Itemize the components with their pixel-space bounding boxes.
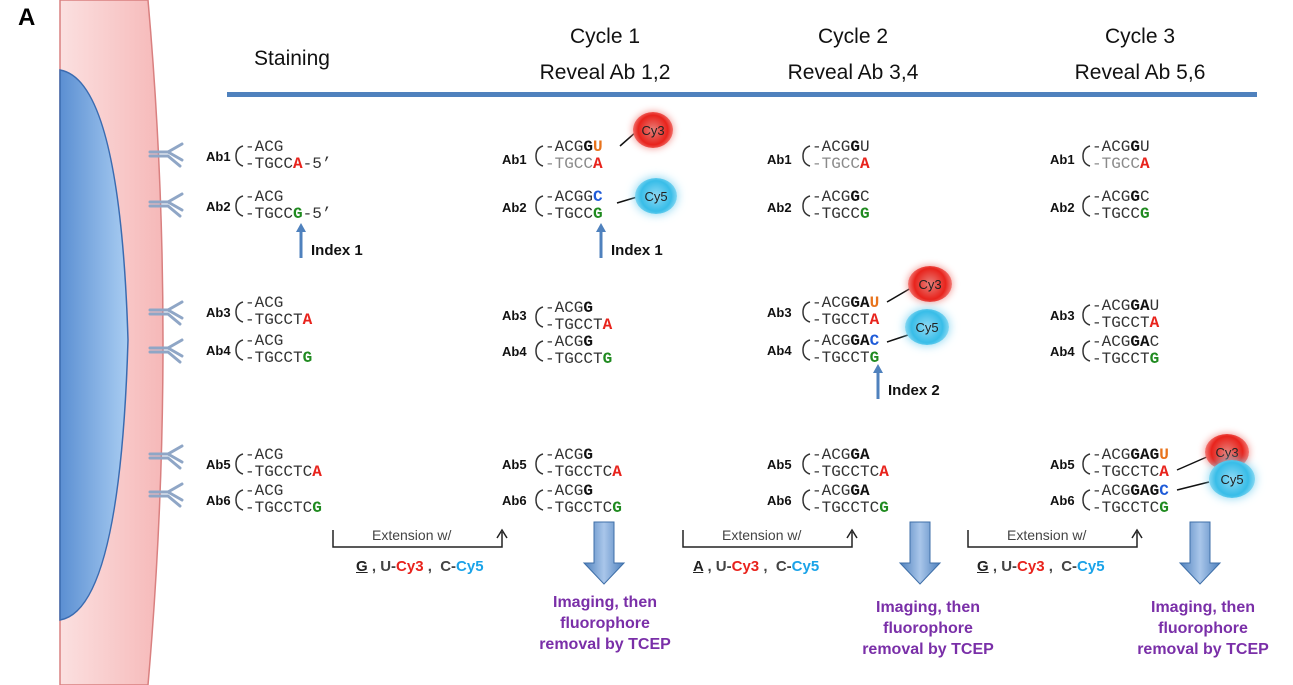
ab2-barcode-staining: -ACG -TGCCG-5’ — [245, 188, 332, 223]
ab1-label-c1: Ab1 — [502, 152, 527, 167]
ab6-barcode-cycle2: -ACGGA -TGCCTCG — [812, 482, 889, 517]
ab4-barcode-staining: -ACG -TGCCTG — [245, 332, 313, 367]
index2-arrow — [873, 364, 883, 399]
cell-illustration — [59, 0, 184, 685]
down-arrow-cycle1 — [582, 521, 626, 585]
nucleotide-mix-3: G , U-Cy3 , C-Cy5 — [977, 558, 1105, 575]
cy3-link-cycle3 — [1176, 455, 1210, 471]
header-cycle1-line2: Reveal Ab 1,2 — [539, 61, 671, 84]
ab2-barcode-cycle1: -ACGGC -TGCCG — [545, 188, 603, 223]
ab3-barcode-staining: -ACG -TGCCTA — [245, 294, 313, 329]
header-cycle3-line2: Reveal Ab 5,6 — [1074, 61, 1206, 84]
ab3-label-c1: Ab3 — [502, 308, 527, 323]
ab2-barcode-cycle3: -ACGGC -TGCCG — [1092, 188, 1150, 223]
ab6-barcode-cycle1: -ACGG -TGCCTCG — [545, 482, 622, 517]
ab1-barcode-cycle1: -ACGGU -TGCCA — [545, 138, 603, 173]
ab5-label-c3: Ab5 — [1050, 457, 1075, 472]
ab5-label-c2: Ab5 — [767, 457, 792, 472]
ab4-label-c2: Ab4 — [767, 343, 792, 358]
index1-arrow-staining — [296, 223, 306, 258]
ab5-label-c1: Ab5 — [502, 457, 527, 472]
header-rule — [227, 92, 1257, 97]
extension-label-3: Extension w/ — [1007, 527, 1087, 543]
ab3-barcode-cycle3: -ACGGAU -TGCCTA — [1092, 297, 1160, 332]
cy5-link-cycle3 — [1176, 481, 1210, 491]
ab3-label: Ab3 — [206, 305, 231, 320]
cy3-dye-cycle2: Cy3 — [908, 266, 952, 302]
imaging-text-cycle3: Imaging, then fluorophore removal by TCEP — [1137, 599, 1269, 658]
header-cycle2-line2: Reveal Ab 3,4 — [787, 61, 919, 84]
cy5-dye-cycle1: Cy5 — [635, 178, 677, 214]
cy5-dye-cycle2: Cy5 — [905, 309, 949, 345]
ab6-label-c3: Ab6 — [1050, 493, 1075, 508]
ab2-label: Ab2 — [206, 199, 231, 214]
ab1-barcode-cycle2: -ACGGU -TGCCA — [812, 138, 870, 173]
ab1-label: Ab1 — [206, 149, 231, 164]
ab2-barcode-cycle2: -ACGGC -TGCCG — [812, 188, 870, 223]
cy3-dye-cycle1: Cy3 — [633, 112, 673, 148]
ab1-barcode-cycle3: -ACGGU -TGCCA — [1092, 138, 1150, 173]
header-cycle1-line1: Cycle 1 — [569, 25, 641, 48]
cell-nucleus — [59, 69, 129, 621]
header-cycle2-line1: Cycle 2 — [817, 25, 889, 48]
ab4-barcode-cycle2: -ACGGAC -TGCCTG — [812, 332, 880, 367]
ab5-label: Ab5 — [206, 457, 231, 472]
extension-label-2: Extension w/ — [722, 527, 802, 543]
ab1-label-c2: Ab1 — [767, 152, 792, 167]
index1-label-cycle1: Index 1 — [611, 242, 663, 259]
index1-arrow-cycle1 — [596, 223, 606, 258]
antibody-icons — [148, 142, 184, 508]
ab4-label-c1: Ab4 — [502, 344, 527, 359]
extension-label-1: Extension w/ — [372, 527, 452, 543]
ab5-barcode-staining: -ACG -TGCCTCA — [245, 446, 322, 481]
header-staining: Staining — [254, 47, 330, 70]
ab5-barcode-cycle2: -ACGGA -TGCCTCA — [812, 446, 889, 481]
nucleotide-mix-1: G , U-Cy3 , C-Cy5 — [356, 558, 484, 575]
cy5-dye-cycle3: Cy5 — [1209, 460, 1255, 498]
ab4-barcode-cycle3: -ACGGAC -TGCCTG — [1092, 333, 1160, 368]
ab4-label: Ab4 — [206, 343, 231, 358]
ab3-barcode-cycle2: -ACGGAU -TGCCTA — [812, 294, 880, 329]
ab6-barcode-cycle3: -ACGGAGC -TGCCTCG — [1092, 482, 1169, 517]
ab5-barcode-cycle3: -ACGGAGU -TGCCTCA — [1092, 446, 1169, 481]
imaging-text-cycle1: Imaging, then fluorophore removal by TCEP — [539, 594, 671, 653]
ab4-barcode-cycle1: -ACGG -TGCCTG — [545, 333, 613, 368]
index2-label: Index 2 — [888, 382, 940, 399]
ab6-label-c2: Ab6 — [767, 493, 792, 508]
ab6-label-c1: Ab6 — [502, 493, 527, 508]
ab6-barcode-staining: -ACG -TGCCTCG — [245, 482, 322, 517]
ab2-label-c1: Ab2 — [502, 200, 527, 215]
ab4-label-c3: Ab4 — [1050, 344, 1075, 359]
ab1-barcode-staining: -ACG -TGCCA-5’ — [245, 138, 332, 173]
index1-label-staining: Index 1 — [311, 242, 363, 259]
ab5-barcode-cycle1: -ACGG -TGCCTCA — [545, 446, 622, 481]
ab2-label-c3: Ab2 — [1050, 200, 1075, 215]
ab3-label-c3: Ab3 — [1050, 308, 1075, 323]
ab3-barcode-cycle1: -ACGG -TGCCTA — [545, 299, 613, 334]
ab6-label: Ab6 — [206, 493, 231, 508]
ab2-label-c2: Ab2 — [767, 200, 792, 215]
down-arrow-cycle2 — [898, 521, 942, 585]
nucleotide-mix-2: A , U-Cy3 , C-Cy5 — [693, 558, 820, 575]
down-arrow-cycle3 — [1178, 521, 1222, 585]
panel-letter: A — [18, 4, 36, 31]
imaging-text-cycle2: Imaging, then fluorophore removal by TCEP — [862, 599, 994, 658]
header-cycle3-line1: Cycle 3 — [1104, 25, 1176, 48]
ab1-label-c3: Ab1 — [1050, 152, 1075, 167]
ab3-label-c2: Ab3 — [767, 305, 792, 320]
